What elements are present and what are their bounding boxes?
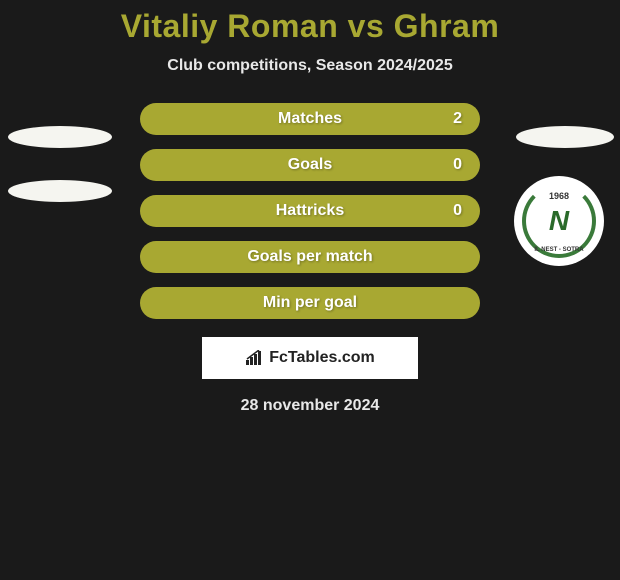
stat-value: 2 bbox=[453, 110, 462, 128]
stat-label: Goals bbox=[288, 156, 332, 174]
header: Vitaliy Roman vs Ghram Club competitions… bbox=[0, 0, 620, 75]
stat-row-goals: Goals 0 bbox=[140, 149, 480, 181]
page-title: Vitaliy Roman vs Ghram bbox=[0, 8, 620, 45]
brand-logo[interactable]: FcTables.com bbox=[202, 337, 418, 379]
stat-row-matches: Matches 2 bbox=[140, 103, 480, 135]
left-decoration-2 bbox=[8, 180, 112, 202]
right-decoration bbox=[516, 126, 614, 148]
left-decoration-1 bbox=[8, 126, 112, 148]
stat-label: Min per goal bbox=[263, 294, 357, 312]
stat-row-min-per-goal: Min per goal bbox=[140, 287, 480, 319]
brand-text: FcTables.com bbox=[269, 349, 375, 367]
badge-club-name: IL NEST - SOTRA bbox=[534, 247, 583, 253]
stat-value: 0 bbox=[453, 202, 462, 220]
stat-value: 0 bbox=[453, 156, 462, 174]
stat-label: Goals per match bbox=[247, 248, 372, 266]
page-subtitle: Club competitions, Season 2024/2025 bbox=[0, 57, 620, 75]
chart-icon bbox=[245, 350, 265, 366]
stat-row-hattricks: Hattricks 0 bbox=[140, 195, 480, 227]
date-text: 28 november 2024 bbox=[0, 397, 620, 415]
stat-label: Hattricks bbox=[276, 202, 344, 220]
badge-inner: 1968 N IL NEST - SOTRA bbox=[523, 185, 595, 257]
club-badge: 1968 N IL NEST - SOTRA bbox=[514, 176, 604, 266]
badge-year: 1968 bbox=[549, 191, 569, 201]
stat-row-goals-per-match: Goals per match bbox=[140, 241, 480, 273]
stat-label: Matches bbox=[278, 110, 342, 128]
